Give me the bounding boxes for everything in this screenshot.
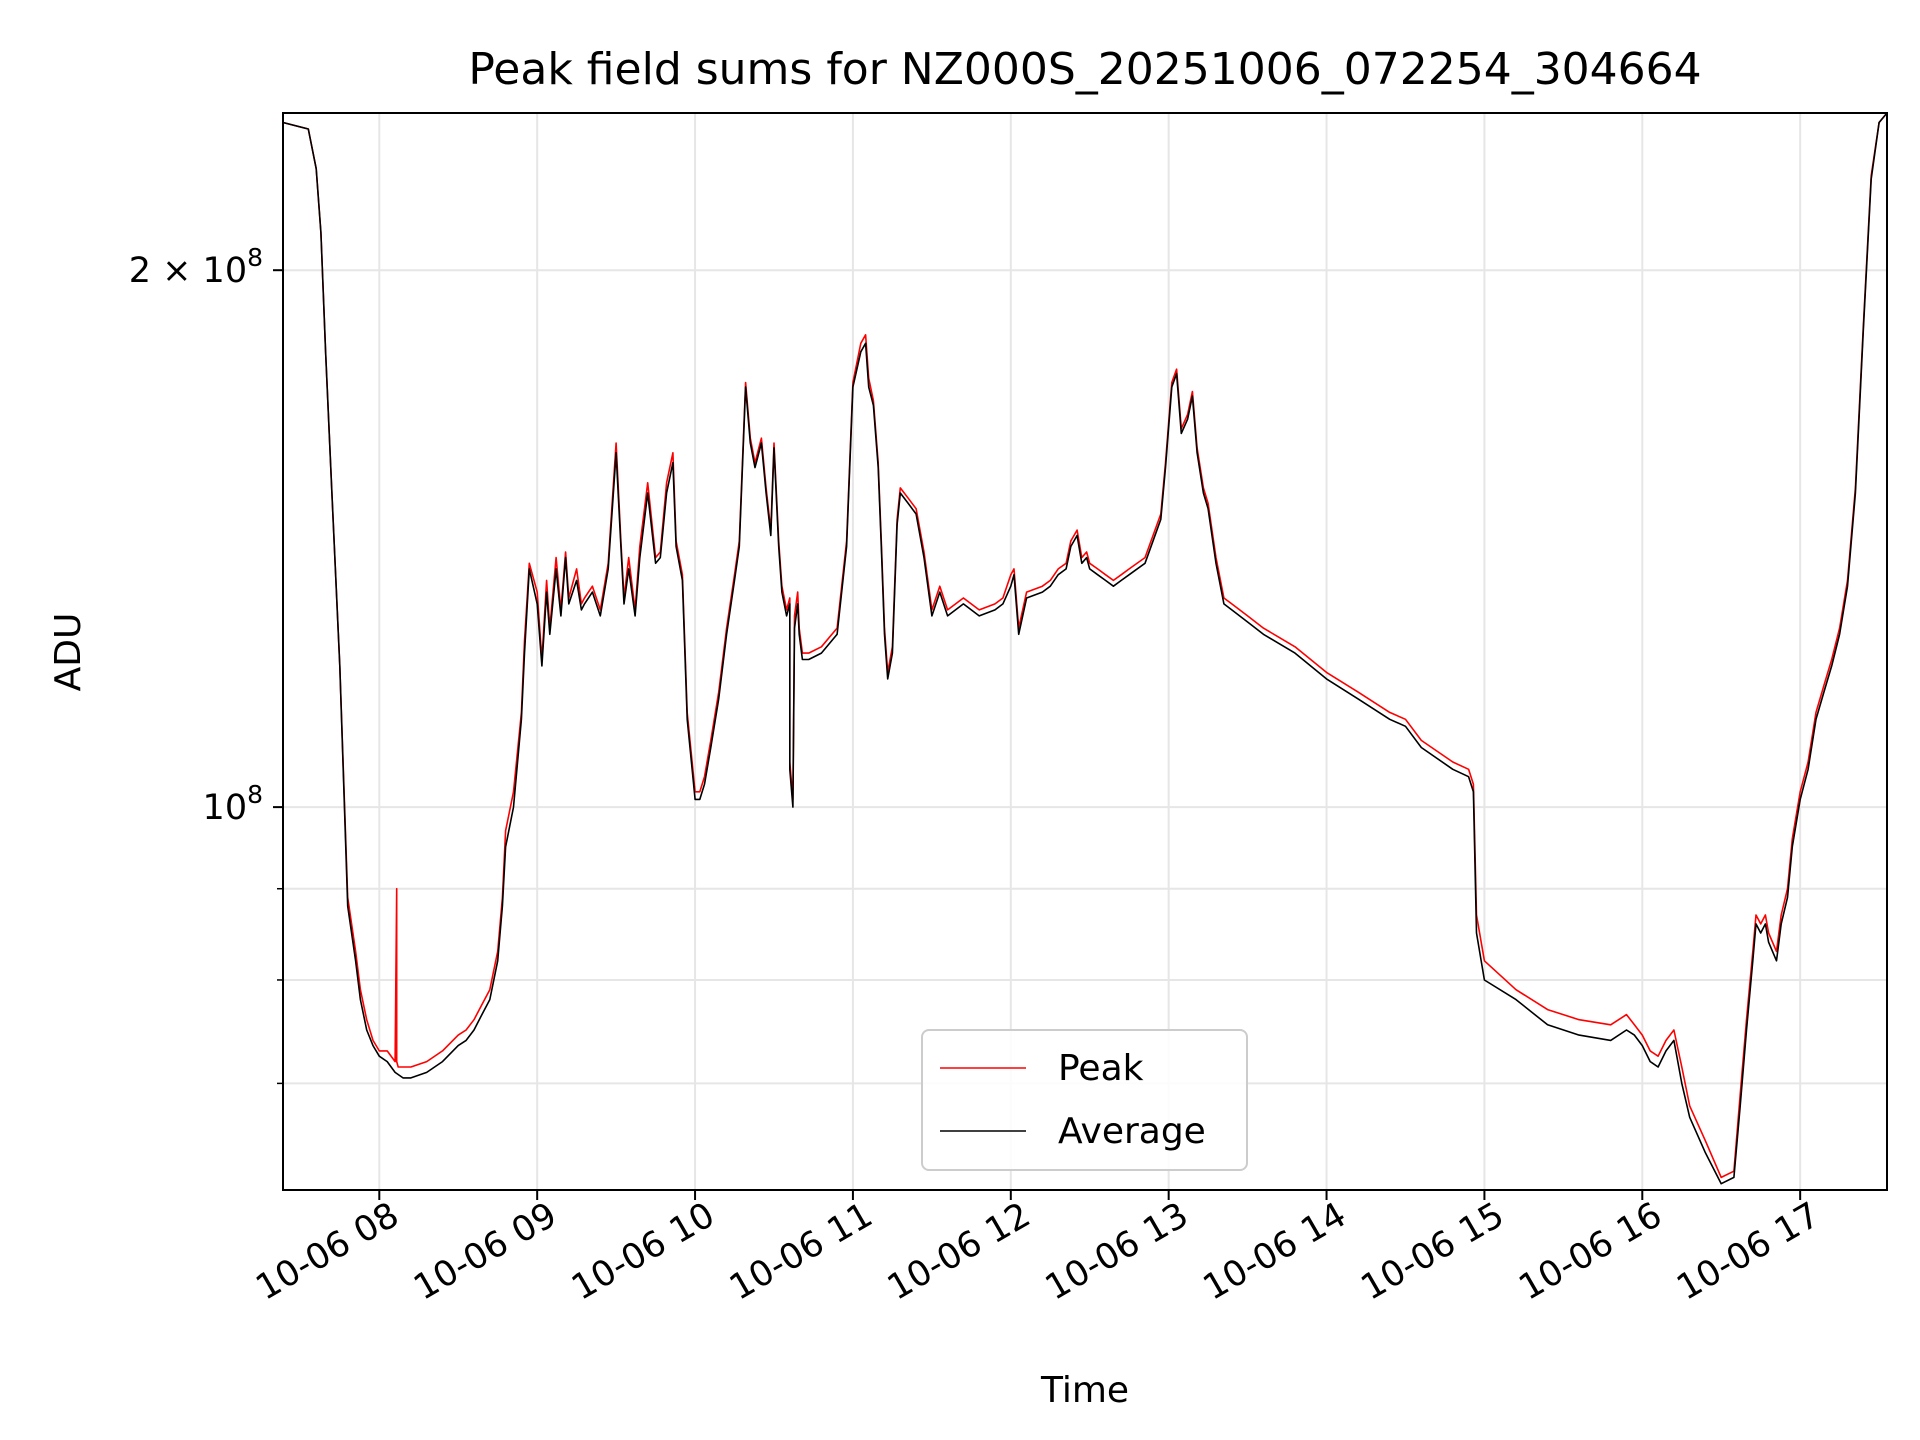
legend-box [921, 1029, 1248, 1171]
average-series-line [282, 112, 1888, 1185]
legend-average-label: Average [1058, 1111, 1206, 1152]
plot-frame [282, 112, 1888, 1191]
y-tick-label: 2 × 108 [129, 243, 263, 291]
plot-area [283, 113, 1887, 1190]
chart-title: Peak field sums for NZ000S_20251006_0722… [468, 44, 1701, 95]
legend: Peak Average [921, 1029, 1248, 1171]
y-axis-label: ADU [48, 613, 89, 692]
series-layer [282, 112, 1888, 1185]
x-axis-label: Time [1040, 1370, 1129, 1411]
grid [283, 113, 1887, 1190]
y-axis: 108 2 × 108 [129, 243, 283, 1085]
legend-peak-label: Peak [1058, 1048, 1144, 1089]
y-tick-label: 108 [203, 780, 263, 828]
